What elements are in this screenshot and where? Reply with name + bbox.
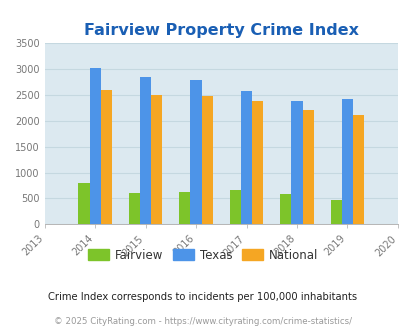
Bar [252,101,262,224]
Bar [291,101,302,224]
Text: Crime Index corresponds to incidents per 100,000 inhabitants: Crime Index corresponds to incidents per… [48,292,357,302]
Bar [78,183,90,224]
Bar [240,91,252,224]
Bar [179,192,190,224]
Bar [129,193,140,224]
Title: Fairview Property Crime Index: Fairview Property Crime Index [83,22,358,38]
Bar [279,194,291,224]
Bar [100,89,111,224]
Bar [330,200,341,224]
Bar [229,190,240,224]
Bar [90,68,100,224]
Text: © 2025 CityRating.com - https://www.cityrating.com/crime-statistics/: © 2025 CityRating.com - https://www.city… [54,317,351,326]
Bar [201,96,212,224]
Legend: Fairview, Texas, National: Fairview, Texas, National [83,244,322,266]
Bar [302,110,313,224]
Bar [151,95,162,224]
Bar [352,115,363,224]
Bar [140,77,151,224]
Bar [341,99,352,224]
Bar [190,81,201,224]
